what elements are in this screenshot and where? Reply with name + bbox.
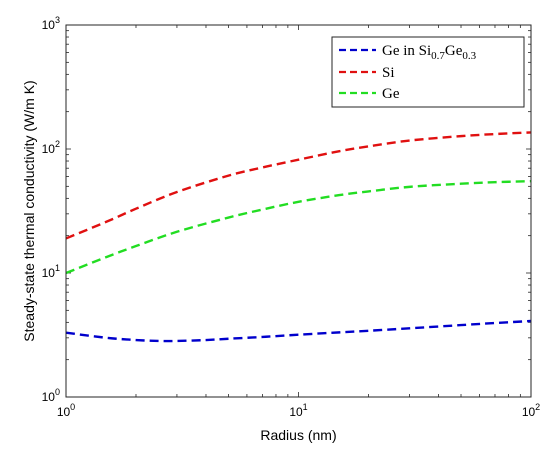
- y-tick-label: 101: [42, 263, 60, 280]
- legend-label-gesige: Ge in Si0.7Ge0.3: [382, 43, 477, 62]
- series-line-gesige: [65, 319, 532, 343]
- y-tick-label: 100: [42, 387, 60, 404]
- legend-gesige-sub2: 0.3: [462, 50, 476, 62]
- legend-label-ge: Ge: [382, 86, 400, 102]
- legend-gesige-mid: Ge: [445, 43, 463, 59]
- y-tick-label: 103: [42, 15, 60, 32]
- x-tick-label: 100: [57, 402, 75, 419]
- legend-label-si: Si: [382, 65, 395, 81]
- x-tick-label: 101: [289, 402, 307, 419]
- legend-gesige-main: Ge in Si: [382, 43, 431, 59]
- y-axis-title: Steady-state thermal conductivity (W/m K…: [21, 80, 37, 341]
- y-tick-label: 102: [42, 139, 60, 156]
- tick-labels: 100 101 102 100 101 102 103: [42, 15, 541, 419]
- series-line-si: [65, 131, 532, 240]
- x-tick-label: 102: [522, 402, 540, 419]
- series-layer: [65, 131, 532, 343]
- series-line-ge: [65, 180, 532, 275]
- plot-frame: [65, 24, 532, 398]
- x-axis-title: Radius (nm): [260, 427, 336, 443]
- legend: Ge in Si0.7Ge0.3 Si Ge: [331, 36, 525, 108]
- legend-gesige-sub1: 0.7: [431, 50, 445, 62]
